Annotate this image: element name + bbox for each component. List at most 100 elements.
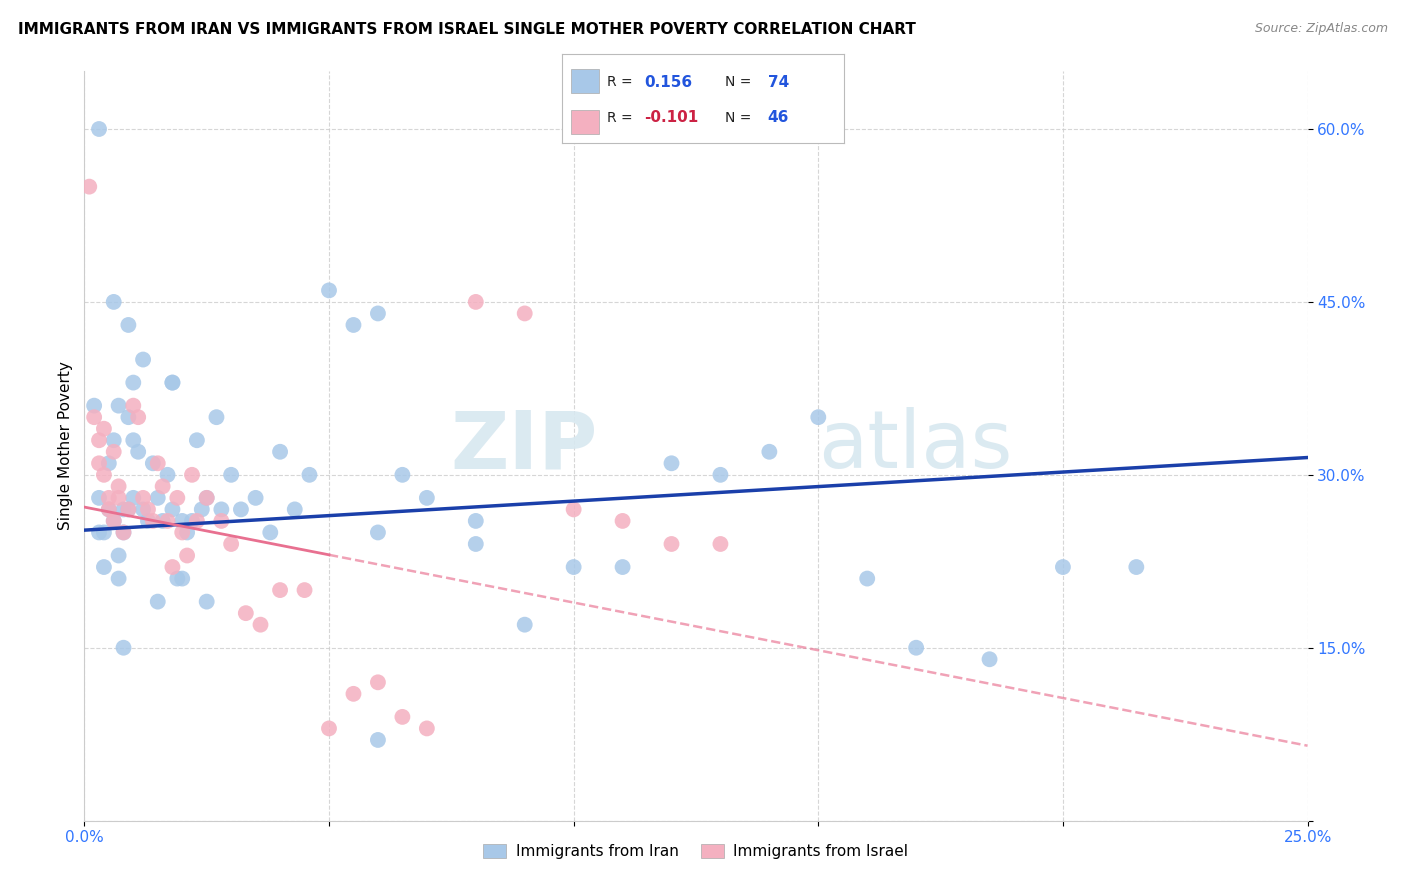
Text: 46: 46 bbox=[768, 111, 789, 125]
Point bbox=[367, 733, 389, 747]
Point bbox=[142, 514, 165, 528]
Point bbox=[464, 294, 486, 309]
Point bbox=[219, 537, 242, 551]
Point bbox=[181, 467, 204, 482]
Point bbox=[117, 318, 139, 332]
Point bbox=[162, 560, 184, 574]
Point bbox=[661, 456, 683, 470]
Point bbox=[416, 722, 439, 736]
Point bbox=[209, 514, 232, 528]
Point bbox=[107, 399, 129, 413]
Point bbox=[97, 456, 120, 470]
Point bbox=[122, 376, 145, 390]
Point bbox=[181, 514, 204, 528]
Point bbox=[93, 467, 115, 482]
Point bbox=[107, 491, 129, 505]
Point bbox=[172, 514, 194, 528]
Point bbox=[294, 583, 316, 598]
Point bbox=[195, 491, 218, 505]
Point bbox=[269, 444, 291, 458]
Point bbox=[807, 410, 830, 425]
Text: Source: ZipAtlas.com: Source: ZipAtlas.com bbox=[1254, 22, 1388, 36]
Point bbox=[342, 687, 364, 701]
Point bbox=[166, 572, 188, 586]
Point bbox=[219, 467, 242, 482]
Point bbox=[391, 467, 413, 482]
Text: -0.101: -0.101 bbox=[644, 111, 699, 125]
Point bbox=[1052, 560, 1074, 574]
Point bbox=[103, 514, 125, 528]
Point bbox=[122, 434, 145, 448]
Point bbox=[97, 502, 120, 516]
Point bbox=[156, 514, 179, 528]
Point bbox=[235, 606, 257, 620]
Point bbox=[172, 525, 194, 540]
Point bbox=[259, 525, 281, 540]
Point bbox=[146, 491, 169, 505]
Point bbox=[93, 525, 115, 540]
Point bbox=[195, 594, 218, 608]
Point bbox=[103, 294, 125, 309]
Point bbox=[93, 422, 115, 436]
Point bbox=[142, 456, 165, 470]
Point bbox=[146, 594, 169, 608]
Point bbox=[152, 514, 174, 528]
Point bbox=[612, 514, 634, 528]
Point bbox=[186, 434, 208, 448]
Point bbox=[87, 491, 110, 505]
Point bbox=[117, 502, 139, 516]
Point bbox=[136, 514, 159, 528]
Point bbox=[97, 491, 120, 505]
Point bbox=[117, 410, 139, 425]
Point bbox=[103, 434, 125, 448]
Point bbox=[464, 537, 486, 551]
Point bbox=[162, 376, 184, 390]
Point bbox=[176, 549, 198, 563]
Text: N =: N = bbox=[725, 75, 752, 89]
Point bbox=[269, 583, 291, 598]
Text: R =: R = bbox=[607, 75, 633, 89]
Point bbox=[132, 491, 155, 505]
Point bbox=[513, 306, 536, 320]
FancyBboxPatch shape bbox=[571, 69, 599, 93]
Point bbox=[127, 444, 149, 458]
Point bbox=[562, 502, 585, 516]
Point bbox=[979, 652, 1001, 666]
Point bbox=[249, 617, 271, 632]
Point bbox=[103, 514, 125, 528]
Text: 0.156: 0.156 bbox=[644, 75, 692, 89]
Point bbox=[87, 456, 110, 470]
Point bbox=[83, 399, 105, 413]
Point bbox=[612, 560, 634, 574]
Point bbox=[245, 491, 267, 505]
Point bbox=[156, 467, 179, 482]
Point bbox=[122, 491, 145, 505]
Point bbox=[562, 560, 585, 574]
Point bbox=[87, 122, 110, 136]
Point bbox=[367, 306, 389, 320]
Point bbox=[87, 525, 110, 540]
Point bbox=[661, 537, 683, 551]
Point bbox=[1125, 560, 1147, 574]
Point bbox=[136, 502, 159, 516]
Point bbox=[112, 525, 135, 540]
Point bbox=[464, 514, 486, 528]
Point bbox=[146, 456, 169, 470]
Point bbox=[284, 502, 307, 516]
Point bbox=[103, 444, 125, 458]
Text: IMMIGRANTS FROM IRAN VS IMMIGRANTS FROM ISRAEL SINGLE MOTHER POVERTY CORRELATION: IMMIGRANTS FROM IRAN VS IMMIGRANTS FROM … bbox=[18, 22, 917, 37]
Text: N =: N = bbox=[725, 111, 752, 125]
Point bbox=[176, 525, 198, 540]
Point bbox=[709, 467, 731, 482]
Point bbox=[77, 179, 100, 194]
Text: ZIP: ZIP bbox=[451, 407, 598, 485]
Point bbox=[152, 479, 174, 493]
Point bbox=[905, 640, 928, 655]
Point bbox=[172, 572, 194, 586]
Point bbox=[758, 444, 780, 458]
Point bbox=[856, 572, 879, 586]
Point bbox=[107, 549, 129, 563]
Point bbox=[112, 502, 135, 516]
Point bbox=[367, 675, 389, 690]
Point bbox=[97, 502, 120, 516]
